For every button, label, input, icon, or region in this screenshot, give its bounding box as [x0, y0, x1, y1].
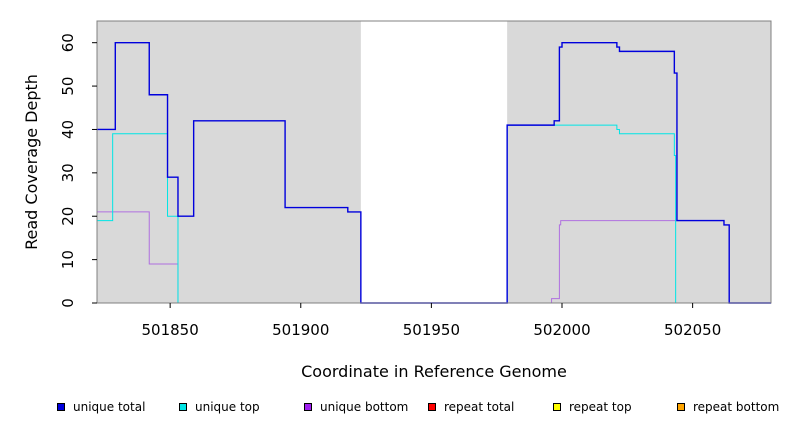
legend-label: unique bottom [320, 400, 409, 414]
plot-frame [96, 20, 772, 304]
legend-swatch [428, 403, 436, 411]
x-axis: 501850 501900 501950 502000 502050 [142, 303, 721, 339]
y-tick-label: 30 [59, 163, 77, 182]
y-tick-label: 50 [59, 77, 77, 96]
y-tick-label: 0 [59, 298, 77, 308]
legend-item-unique-total: unique total [57, 400, 145, 414]
legend-item-repeat-top: repeat top [553, 400, 632, 414]
legend-swatch [553, 403, 561, 411]
coverage-chart: 501850 501900 501950 502000 502050 0 10 20 30 40… [22, 20, 772, 381]
x-tick-label: 502050 [664, 321, 721, 339]
y-tick-label: 10 [59, 250, 77, 269]
legend-label: repeat top [569, 400, 632, 414]
x-tick-label: 502000 [533, 321, 590, 339]
y-tick-label: 20 [59, 207, 77, 226]
legend-item-unique-top: unique top [179, 400, 260, 414]
y-axis: 0 10 20 30 40 50 60 [59, 33, 97, 308]
x-axis-label: Coordinate in Reference Genome [301, 362, 567, 381]
plot-background [97, 21, 771, 303]
legend-label: unique total [73, 400, 146, 414]
unshaded-region [360, 21, 508, 303]
legend: unique total unique top unique bottom repea… [0, 400, 792, 418]
legend-swatch [179, 403, 187, 411]
legend-swatch [304, 403, 312, 411]
legend-label: repeat total [444, 400, 515, 414]
legend-item-repeat-total: repeat total [428, 400, 514, 414]
legend-item-repeat-bottom: repeat bottom [677, 400, 779, 414]
x-tick-label: 501850 [142, 321, 199, 339]
y-tick-label: 40 [59, 120, 77, 139]
legend-swatch [677, 403, 685, 411]
x-tick-label: 501950 [403, 321, 460, 339]
y-axis-label: Read Coverage Depth [22, 74, 41, 250]
legend-swatch [57, 403, 65, 411]
legend-item-unique-bottom: unique bottom [304, 400, 408, 414]
y-tick-label: 60 [59, 33, 77, 52]
series-line-unique-total [97, 41, 771, 304]
x-tick-label: 501900 [272, 321, 329, 339]
plot-border [96, 20, 772, 304]
legend-label: repeat bottom [693, 400, 780, 414]
legend-label: unique top [195, 400, 260, 414]
